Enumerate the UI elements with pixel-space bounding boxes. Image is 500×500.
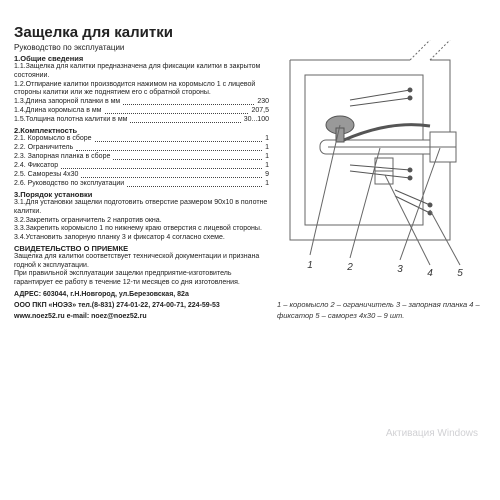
row-2-2: 2.2. Ограничитель1 bbox=[14, 144, 269, 153]
cert-1: Защелка для калитки соответствует технич… bbox=[14, 253, 269, 271]
row-2-1: 2.1. Коромысло в сборе1 bbox=[14, 135, 269, 144]
row-2-5: 2.5. Саморезы 4х309 bbox=[14, 171, 269, 180]
diagram-legend: 1 – коромысло 2 – ограничитель 3 – запор… bbox=[277, 300, 482, 321]
svg-text:3: 3 bbox=[397, 264, 403, 275]
p-3-2: 3.2.Закрепить ограничитель 2 напротив ок… bbox=[14, 217, 269, 226]
svg-text:4: 4 bbox=[427, 268, 433, 279]
cert-2: При правильной эксплуатации защелки пред… bbox=[14, 270, 269, 288]
address-line: АДРЕС: 603044, г.Н.Новгород, ул.Березовс… bbox=[14, 290, 486, 299]
row-1-3: 1.3.Длина запорной планки в мм230 bbox=[14, 98, 269, 107]
row-1-5: 1.5.Толщина полотна калитки в мм30...100 bbox=[14, 116, 269, 125]
row-2-4: 2.4. Фиксатор1 bbox=[14, 162, 269, 171]
windows-watermark: Активация Windows bbox=[386, 427, 478, 440]
p-1-1: 1.1.Защелка для калитки предназначена дл… bbox=[14, 63, 269, 81]
row-1-4: 1.4.Длина коромысла в мм207,5 bbox=[14, 107, 269, 116]
p-3-1: 3.1.Для установки защелки подготовить от… bbox=[14, 199, 269, 217]
row-2-6: 2.6. Руководство по эксплуатации1 bbox=[14, 180, 269, 189]
title: Защелка для калитки bbox=[14, 24, 486, 41]
svg-text:1: 1 bbox=[307, 260, 313, 271]
p-1-2: 1.2.Отпирание калитки производится нажим… bbox=[14, 81, 269, 99]
row-2-3: 2.3. Запорная планка в сборе1 bbox=[14, 153, 269, 162]
assembly-diagram: 1 2 3 4 5 bbox=[280, 40, 480, 285]
p-3-4: 3.4.Установить запорную планку 3 и фикса… bbox=[14, 234, 269, 243]
p-3-3: 3.3.Закрепить коромысло 1 по нижнему кра… bbox=[14, 225, 269, 234]
svg-text:2: 2 bbox=[346, 262, 353, 273]
svg-text:5: 5 bbox=[457, 268, 463, 279]
